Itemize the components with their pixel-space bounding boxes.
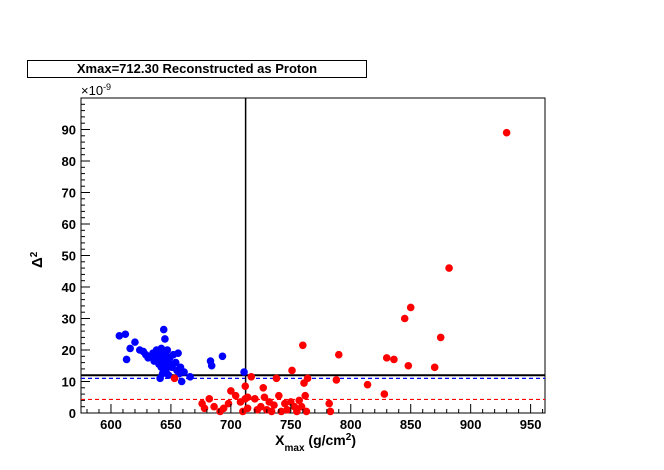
red-data-point [326,407,335,416]
red-data-point [301,391,310,400]
blue-data-point [240,368,248,376]
y-tick-label: 40 [62,280,76,295]
red-data-point [404,361,413,370]
red-data-point [302,407,311,416]
red-data-point [436,333,445,342]
red-data-point [281,399,289,408]
y-tick-label: 60 [62,217,76,232]
red-data-point [205,395,214,403]
red-data-point [210,402,218,411]
plot-area-border [80,97,546,414]
red-data-point [272,374,281,383]
y-tick-label: 80 [62,154,76,169]
red-data-point [325,399,333,408]
x-tick-label: 700 [220,417,242,432]
red-data-point [260,393,269,402]
plot-frame [80,97,546,414]
red-data-point [299,341,307,350]
x-axis: 600 650 700 750 800 850 900 950 [86,404,544,432]
blue-data-point [180,368,188,376]
y-multiplier-label: ×10-9 [81,82,111,98]
red-data-point [270,401,278,409]
chart-title: Xmax=712.30 Reconstructed as Proton [27,60,367,78]
red-data-point [297,402,306,411]
red-data-point [332,376,341,384]
blue-data-point [174,349,182,357]
blue-data-point [126,344,134,353]
blue-data-point [121,330,130,339]
x-tick-label: 600 [100,417,122,432]
red-data-point [295,396,304,405]
red-data-point [243,404,252,413]
red-data-point [257,402,265,411]
blue-data-point [218,352,227,361]
blue-data-point [163,346,172,354]
x-tick-label: 800 [340,417,362,432]
x-tick-label: 950 [520,417,542,432]
red-data-point [400,314,409,323]
x-tick-label: 750 [280,417,302,432]
red-data-point [380,390,389,398]
red-data-point [170,374,179,383]
x-tick-label: 650 [160,417,182,432]
blue-data-point [161,335,169,343]
red-data-point [247,372,256,381]
blue-data-point [164,371,173,380]
x-tick-label: 900 [460,417,482,432]
red-data-point [227,387,235,395]
red-data-point [334,350,343,359]
red-data-point [231,391,240,400]
red-data-point [303,374,312,383]
red-data-point [430,363,439,372]
y-tick-label: 70 [62,186,76,201]
red-data-point [390,355,398,364]
red-data-point [382,354,391,362]
red-data-point [445,264,453,272]
red-data-point [275,391,283,400]
y-tick-label: 10 [62,375,76,390]
red-data-point [288,366,296,375]
blue-data-point [115,332,124,340]
red-data-point [267,407,276,416]
blue-data-point [177,377,186,386]
blue-data-point [159,325,168,334]
y-tick-label: 50 [62,249,76,264]
y-tick-label: 0 [69,406,76,421]
blue-data-point [171,358,180,367]
x-tick-label: 850 [400,417,422,432]
y-tick-label: 20 [62,343,76,358]
data-points [115,128,511,416]
reference-lines [81,98,545,413]
red-data-point [251,395,259,403]
red-data-point [241,382,250,391]
blue-data-point [186,372,194,381]
red-data-point [243,393,252,402]
red-data-point [363,380,372,389]
blue-data-point [207,361,216,370]
blue-data-point [122,355,131,364]
blue-data-point [131,338,139,346]
red-data-point [219,404,228,413]
x-axis-label: Xmax (g/cm2) [275,432,356,454]
red-data-point [502,128,511,137]
red-data-point [293,407,301,416]
y-tick-label: 30 [62,312,76,327]
red-data-point [283,406,292,414]
y-tick-label: 90 [62,123,76,138]
red-data-point [406,303,415,312]
red-data-point [259,384,268,392]
y-axis: 0 10 20 30 40 50 60 70 80 90 [62,103,90,421]
y-axis-label: Δ2 [29,251,47,268]
